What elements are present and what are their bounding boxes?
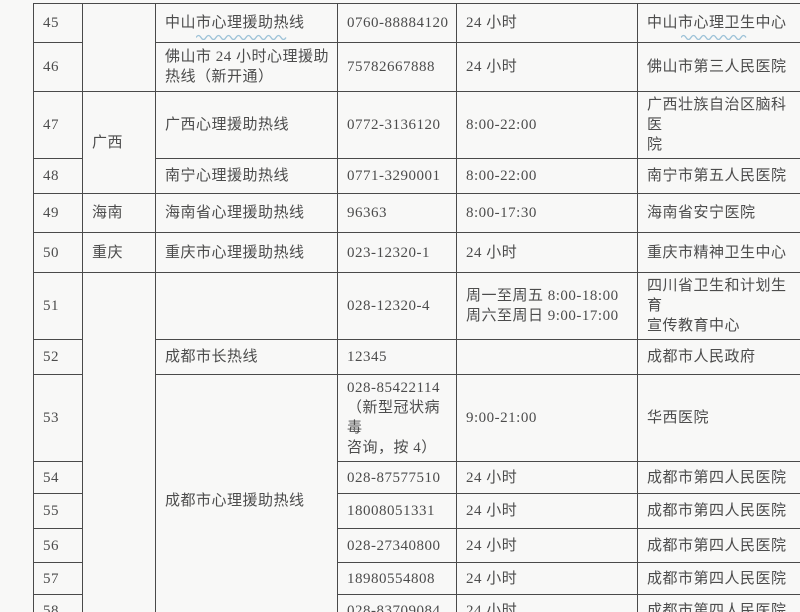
table-row: 45 中山市心理援助热线 0760-88884120 24 小时 中山市心理卫生… [33,3,800,92]
cell-phone: 0772-3136120 [337,91,457,159]
cell-row-number: 57 [33,562,83,595]
cell-hours: 8:00-22:00 [456,158,638,194]
table-row: 57 18980554808 24 小时 成都市第四人民医院 [33,562,800,595]
cell-hours: 周一至周五 8:00-18:00 周六至周日 9:00-17:00 [456,272,638,340]
cell-row-number: 52 [33,339,83,375]
cell-hours: 24 小时 [456,493,638,529]
cell-organization: 成都市第四人民医院 [637,594,800,612]
cell-phone: 023-12320-1 [337,232,457,273]
table-row: 52 成都市长热线 12345 成都市人民政府 [33,339,800,375]
cell-phone: 12345 [337,339,457,375]
table-row: 50 重庆 重庆市心理援助热线 023-12320-1 24 小时 重庆市精神卫… [33,232,800,273]
cell-organization: 广西壮族自治区脑科医 院 [637,91,800,159]
cell-hotline-name: 成都市长热线 [155,339,338,375]
cell-phone: 18980554808 [337,562,457,595]
cell-row-number: 53 [33,374,83,462]
cell-phone: 028-12320-4 [337,272,457,340]
cell-region [82,3,156,92]
cell-phone: 028-85422114 （新型冠状病毒 咨询，按 4） [337,374,457,462]
cell-hours: 24 小时 [456,594,638,612]
cell-phone: 0771-3290001 [337,158,457,194]
cell-region: 重庆 [82,232,156,273]
cell-row-number: 55 [33,493,83,529]
cell-phone: 96363 [337,193,457,233]
cell-hours: 24 小时 [456,528,638,563]
cell-hotline-name: 广西心理援助热线 [155,91,338,159]
cell-row-number: 56 [33,528,83,563]
table-row: 55 18008051331 24 小时 成都市第四人民医院 [33,493,800,529]
cell-hours: 24 小时 [456,232,638,273]
cell-row-number: 49 [33,193,83,233]
cell-hotline-name: 成都市心理援助热线 [155,374,338,612]
cell-hours: 9:00-21:00 [456,374,638,462]
cell-hours: 8:00-17:30 [456,193,638,233]
table-row: 48 南宁心理援助热线 0771-3290001 8:00-22:00 南宁市第… [33,158,800,194]
cell-region: 广西 [82,91,156,194]
cell-organization: 佛山市第三人民医院 [637,42,800,92]
cell-region: 海南 [82,193,156,233]
table-row: 49 海南 海南省心理援助热线 96363 8:00-17:30 海南省安宁医院 [33,193,800,233]
cell-organization: 南宁市第五人民医院 [637,158,800,194]
cell-organization: 华西医院 [637,374,800,462]
cell-organization: 成都市第四人民医院 [637,562,800,595]
cell-organization: 成都市第四人民医院 [637,528,800,563]
cell-hotline-name: 重庆市心理援助热线 [155,232,338,273]
cell-hours: 24 小时 [456,42,638,92]
cell-hours: 8:00-22:00 [456,91,638,159]
cell-organization: 海南省安宁医院 [637,193,800,233]
cell-organization: 四川省卫生和计划生育 宣传教育中心 [637,272,800,340]
cell-hotline-name [155,272,338,340]
cell-organization: 中山市心理卫生中心 [637,3,800,43]
cell-hotline-name: 佛山市 24 小时心理援助 热线（新开通） [155,42,338,92]
cell-phone: 18008051331 [337,493,457,529]
cell-row-number: 45 [33,3,83,43]
cell-row-number: 51 [33,272,83,340]
table-row: 47 广西 广西心理援助热线 0772-3136120 8:00-22:00 广… [33,91,800,194]
cell-organization: 成都市第四人民医院 [637,461,800,494]
cell-phone: 028-87577510 [337,461,457,494]
cell-phone: 028-27340800 [337,528,457,563]
cell-row-number: 58 [33,594,83,612]
cell-phone: 75782667888 [337,42,457,92]
table-row: 51 四川 028-12320-4 周一至周五 8:00-18:00 周六至周日… [33,272,800,612]
table-row: 54 028-87577510 24 小时 成都市第四人民医院 [33,461,800,494]
cell-region: 四川 [82,272,156,612]
cell-row-number: 54 [33,461,83,494]
table-row: 46 佛山市 24 小时心理援助 热线（新开通） 75782667888 24 … [33,42,800,92]
hotline-table: 45 中山市心理援助热线 0760-88884120 24 小时 中山市心理卫生… [33,3,800,612]
cell-hours [456,339,638,375]
cell-row-number: 48 [33,158,83,194]
cell-organization: 成都市人民政府 [637,339,800,375]
cell-hotline-name: 中山市心理援助热线 [155,3,338,43]
cell-phone: 0760-88884120 [337,3,457,43]
cell-organization: 成都市第四人民医院 [637,493,800,529]
cell-row-number: 50 [33,232,83,273]
cell-hotline-name: 南宁心理援助热线 [155,158,338,194]
cell-hours: 24 小时 [456,3,638,43]
table-row: 58 028-83709084 24 小时 成都市第四人民医院 [33,594,800,612]
cell-hours: 24 小时 [456,562,638,595]
cell-organization: 重庆市精神卫生中心 [637,232,800,273]
cell-row-number: 47 [33,91,83,159]
cell-hotline-name: 海南省心理援助热线 [155,193,338,233]
cell-row-number: 46 [33,42,83,92]
cell-phone: 028-83709084 [337,594,457,612]
cell-hours: 24 小时 [456,461,638,494]
